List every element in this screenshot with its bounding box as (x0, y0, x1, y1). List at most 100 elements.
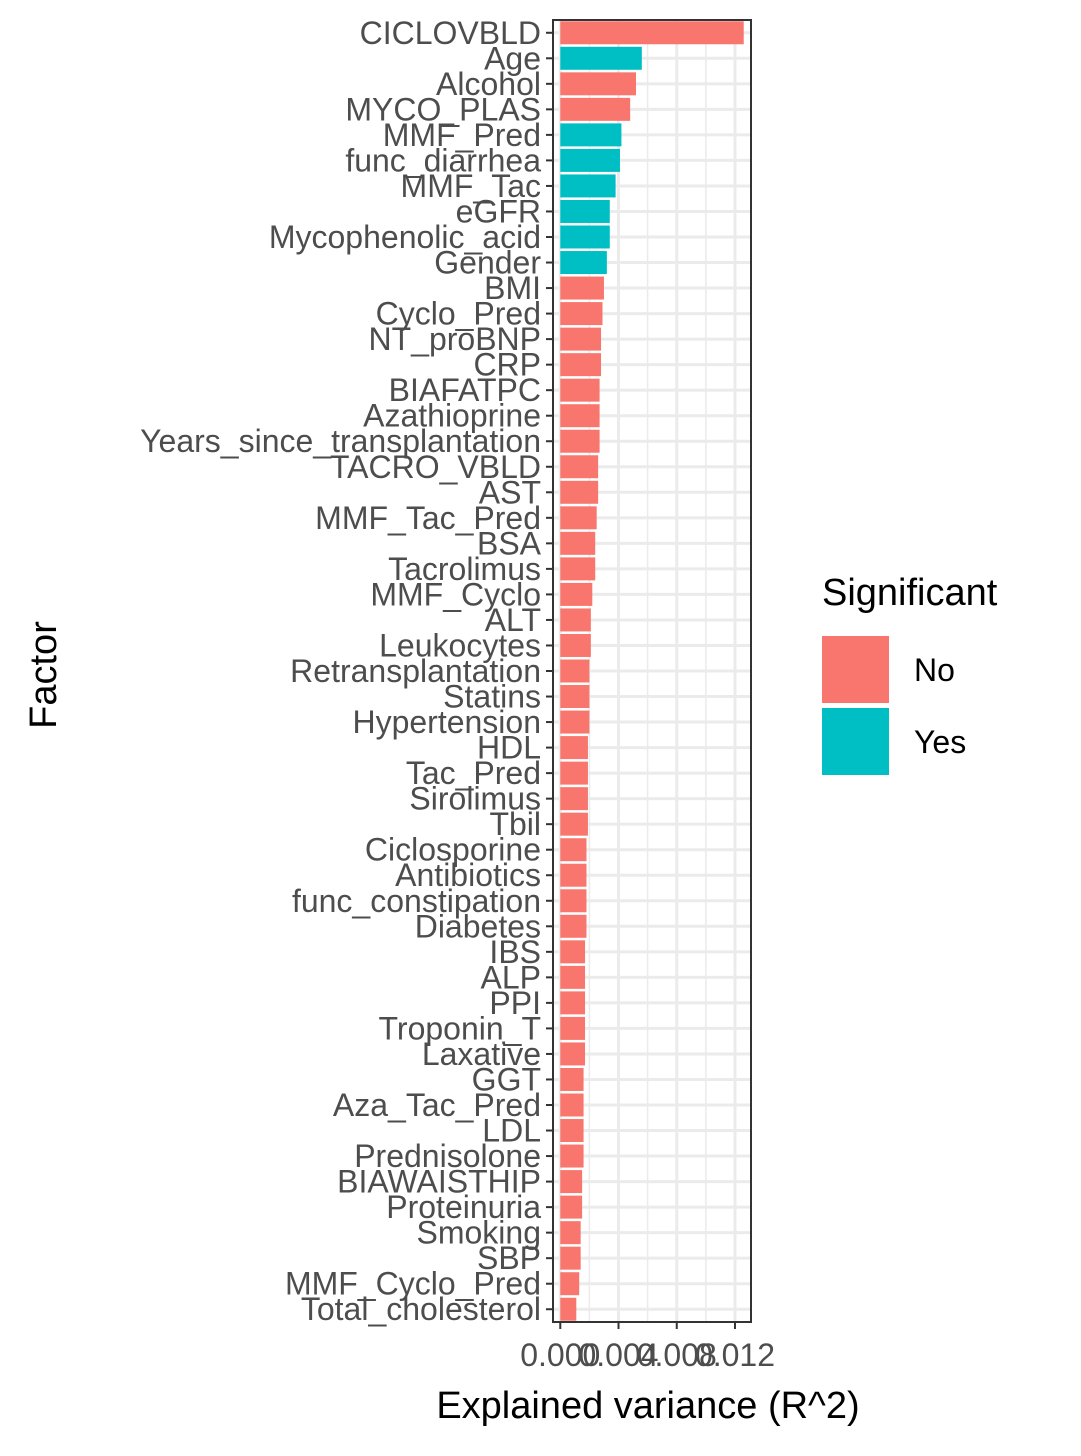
bar (560, 914, 587, 938)
bar (560, 1246, 581, 1270)
bar (560, 1195, 583, 1219)
y-tick-label: Antibiotics (395, 857, 541, 893)
y-tick-label: BMI (484, 270, 541, 306)
bars (560, 21, 744, 1321)
y-tick-label: Age (484, 40, 541, 76)
bar (560, 506, 597, 530)
y-tick-label: MMF_Cyclo (370, 576, 541, 612)
y-tick-label: Statins (443, 679, 541, 715)
y-tick-label: MMF_Cyclo_Pred (285, 1266, 541, 1302)
bar (560, 1170, 583, 1194)
y-tick-label: func_constipation (292, 883, 541, 919)
bar (560, 174, 616, 198)
bar (560, 1042, 586, 1066)
bar (560, 148, 620, 172)
y-tick-label: Cyclo_Pred (376, 296, 541, 332)
y-tick-label: Smoking (417, 1215, 542, 1251)
x-tick-label: 0.000 (520, 1337, 600, 1373)
bar (560, 812, 588, 836)
bar (560, 21, 744, 45)
bar (560, 480, 599, 504)
bar (560, 327, 602, 351)
y-tick-label: ALP (481, 959, 541, 995)
y-tick-label: Ciclosporine (365, 832, 541, 868)
bar (560, 302, 603, 326)
bar (560, 46, 642, 70)
y-tick-label: Sirolimus (409, 781, 541, 817)
bar (560, 557, 596, 581)
bar (560, 863, 587, 887)
legend-label: Yes (914, 724, 966, 760)
bar (560, 1297, 577, 1321)
bar (560, 1067, 584, 1091)
legend-title: Significant (822, 572, 998, 614)
legend-key (822, 708, 889, 775)
y-tick-label: MMF_Tac_Pred (315, 500, 541, 536)
y-tick-label: Alcohol (436, 66, 541, 102)
bar (560, 582, 593, 606)
y-tick-label: AST (479, 474, 541, 510)
y-tick-label: Retransplantation (290, 653, 541, 689)
bar (560, 1119, 584, 1143)
y-tick-label: MMF_Tac (401, 168, 541, 204)
y-axis: CICLOVBLDAgeAlcoholMYCO_PLASMMF_Predfunc… (140, 15, 553, 1327)
y-tick-label: Aza_Tac_Pred (333, 1087, 541, 1123)
x-tick-label: 0.008 (637, 1337, 717, 1373)
bar (560, 608, 591, 632)
y-tick-label: Prednisolone (354, 1138, 541, 1174)
bar (560, 889, 587, 913)
x-tick-label: 0.012 (695, 1337, 775, 1373)
y-tick-label: Years_since_transplantation (140, 423, 541, 459)
bar (560, 965, 586, 989)
y-tick-label: eGFR (456, 193, 541, 229)
bar (560, 1272, 580, 1296)
y-tick-label: Total_cholesterol (301, 1291, 541, 1327)
bar (560, 1221, 581, 1245)
bar (560, 1093, 584, 1117)
bar (560, 633, 591, 657)
bar (560, 1144, 584, 1168)
bar (560, 787, 588, 811)
bar (560, 225, 610, 249)
y-tick-label: ALT (485, 602, 541, 638)
bar (560, 736, 588, 760)
bar (560, 97, 631, 121)
bar (560, 761, 588, 785)
bar (560, 1016, 586, 1040)
bar (560, 429, 600, 453)
bar (560, 710, 590, 734)
legend-key (822, 636, 889, 703)
y-tick-label: Laxative (422, 1036, 541, 1072)
y-tick-label: Tbil (489, 806, 541, 842)
y-tick-label: PPI (489, 985, 541, 1021)
y-tick-label: MMF_Pred (383, 117, 541, 153)
y-tick-label: BIAFATPC (389, 372, 541, 408)
bar (560, 531, 596, 555)
y-tick-label: Diabetes (415, 908, 541, 944)
y-tick-label: LDL (482, 1113, 541, 1149)
bar (560, 251, 607, 275)
y-tick-label: Tac_Pred (406, 755, 541, 791)
bar (560, 378, 600, 402)
y-tick-label: Mycophenolic_acid (269, 219, 541, 255)
y-tick-label: BSA (477, 525, 542, 561)
legend: Significant No Yes (822, 572, 998, 775)
y-tick-label: Gender (434, 245, 541, 281)
y-tick-label: CICLOVBLD (360, 15, 541, 51)
bar (560, 991, 586, 1015)
bar (560, 72, 636, 96)
y-tick-label: NT_proBNP (369, 321, 542, 357)
y-tick-label: SBP (477, 1240, 541, 1276)
y-tick-label: GGT (472, 1061, 541, 1097)
x-axis-title: Explained variance (R^2) (436, 1385, 859, 1427)
y-tick-label: Proteinuria (386, 1189, 541, 1225)
x-tick-label: 0.004 (578, 1337, 658, 1373)
y-tick-label: IBS (489, 934, 541, 970)
y-tick-label: Troponin_T (379, 1010, 541, 1046)
y-axis-title: Factor (23, 621, 65, 729)
bar (560, 838, 587, 862)
bar (560, 659, 590, 683)
bar (560, 455, 599, 479)
